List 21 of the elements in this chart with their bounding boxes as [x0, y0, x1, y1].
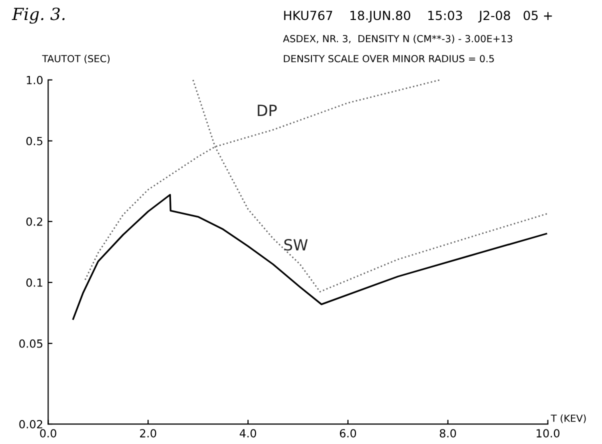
y-tick-label: 0.2: [26, 217, 42, 226]
x-tick-label: 0.0: [40, 429, 56, 438]
x-tick-label: 8.0: [440, 429, 456, 438]
x-tick-label: 10.0: [536, 429, 560, 438]
series-label: SW: [284, 239, 308, 251]
x-tick-label: 2.0: [140, 429, 156, 438]
x-tick-label: 4.0: [240, 429, 256, 438]
x-tick-label: 6.0: [340, 429, 356, 438]
y-tick-label: 1.0: [26, 76, 43, 84]
y-tick-label: 0.05: [19, 339, 42, 348]
x-axis-title: T (KEV): [550, 414, 586, 424]
y-tick-label: 0.02: [19, 420, 42, 428]
line-series: [72, 194, 548, 320]
text: DENSITY SCALE OVER MINOR RADIUS = 0.5: [284, 54, 494, 62]
text: ASDEX, NR. 3, DENSITY N (CM**-3) - 3.00E+13: [283, 34, 512, 44]
series-label: DP: [258, 104, 277, 116]
y-tick-label: 0.1: [26, 278, 42, 287]
y-tick-label: 0.5: [26, 136, 42, 146]
y-axis-title: TAUTOT (SEC): [42, 54, 110, 64]
chart-subtitle: HKU767 18.JUN.80 15:03 J2-08 05 +: [284, 10, 552, 22]
chart-title: Fig. 3.: [12, 8, 65, 24]
